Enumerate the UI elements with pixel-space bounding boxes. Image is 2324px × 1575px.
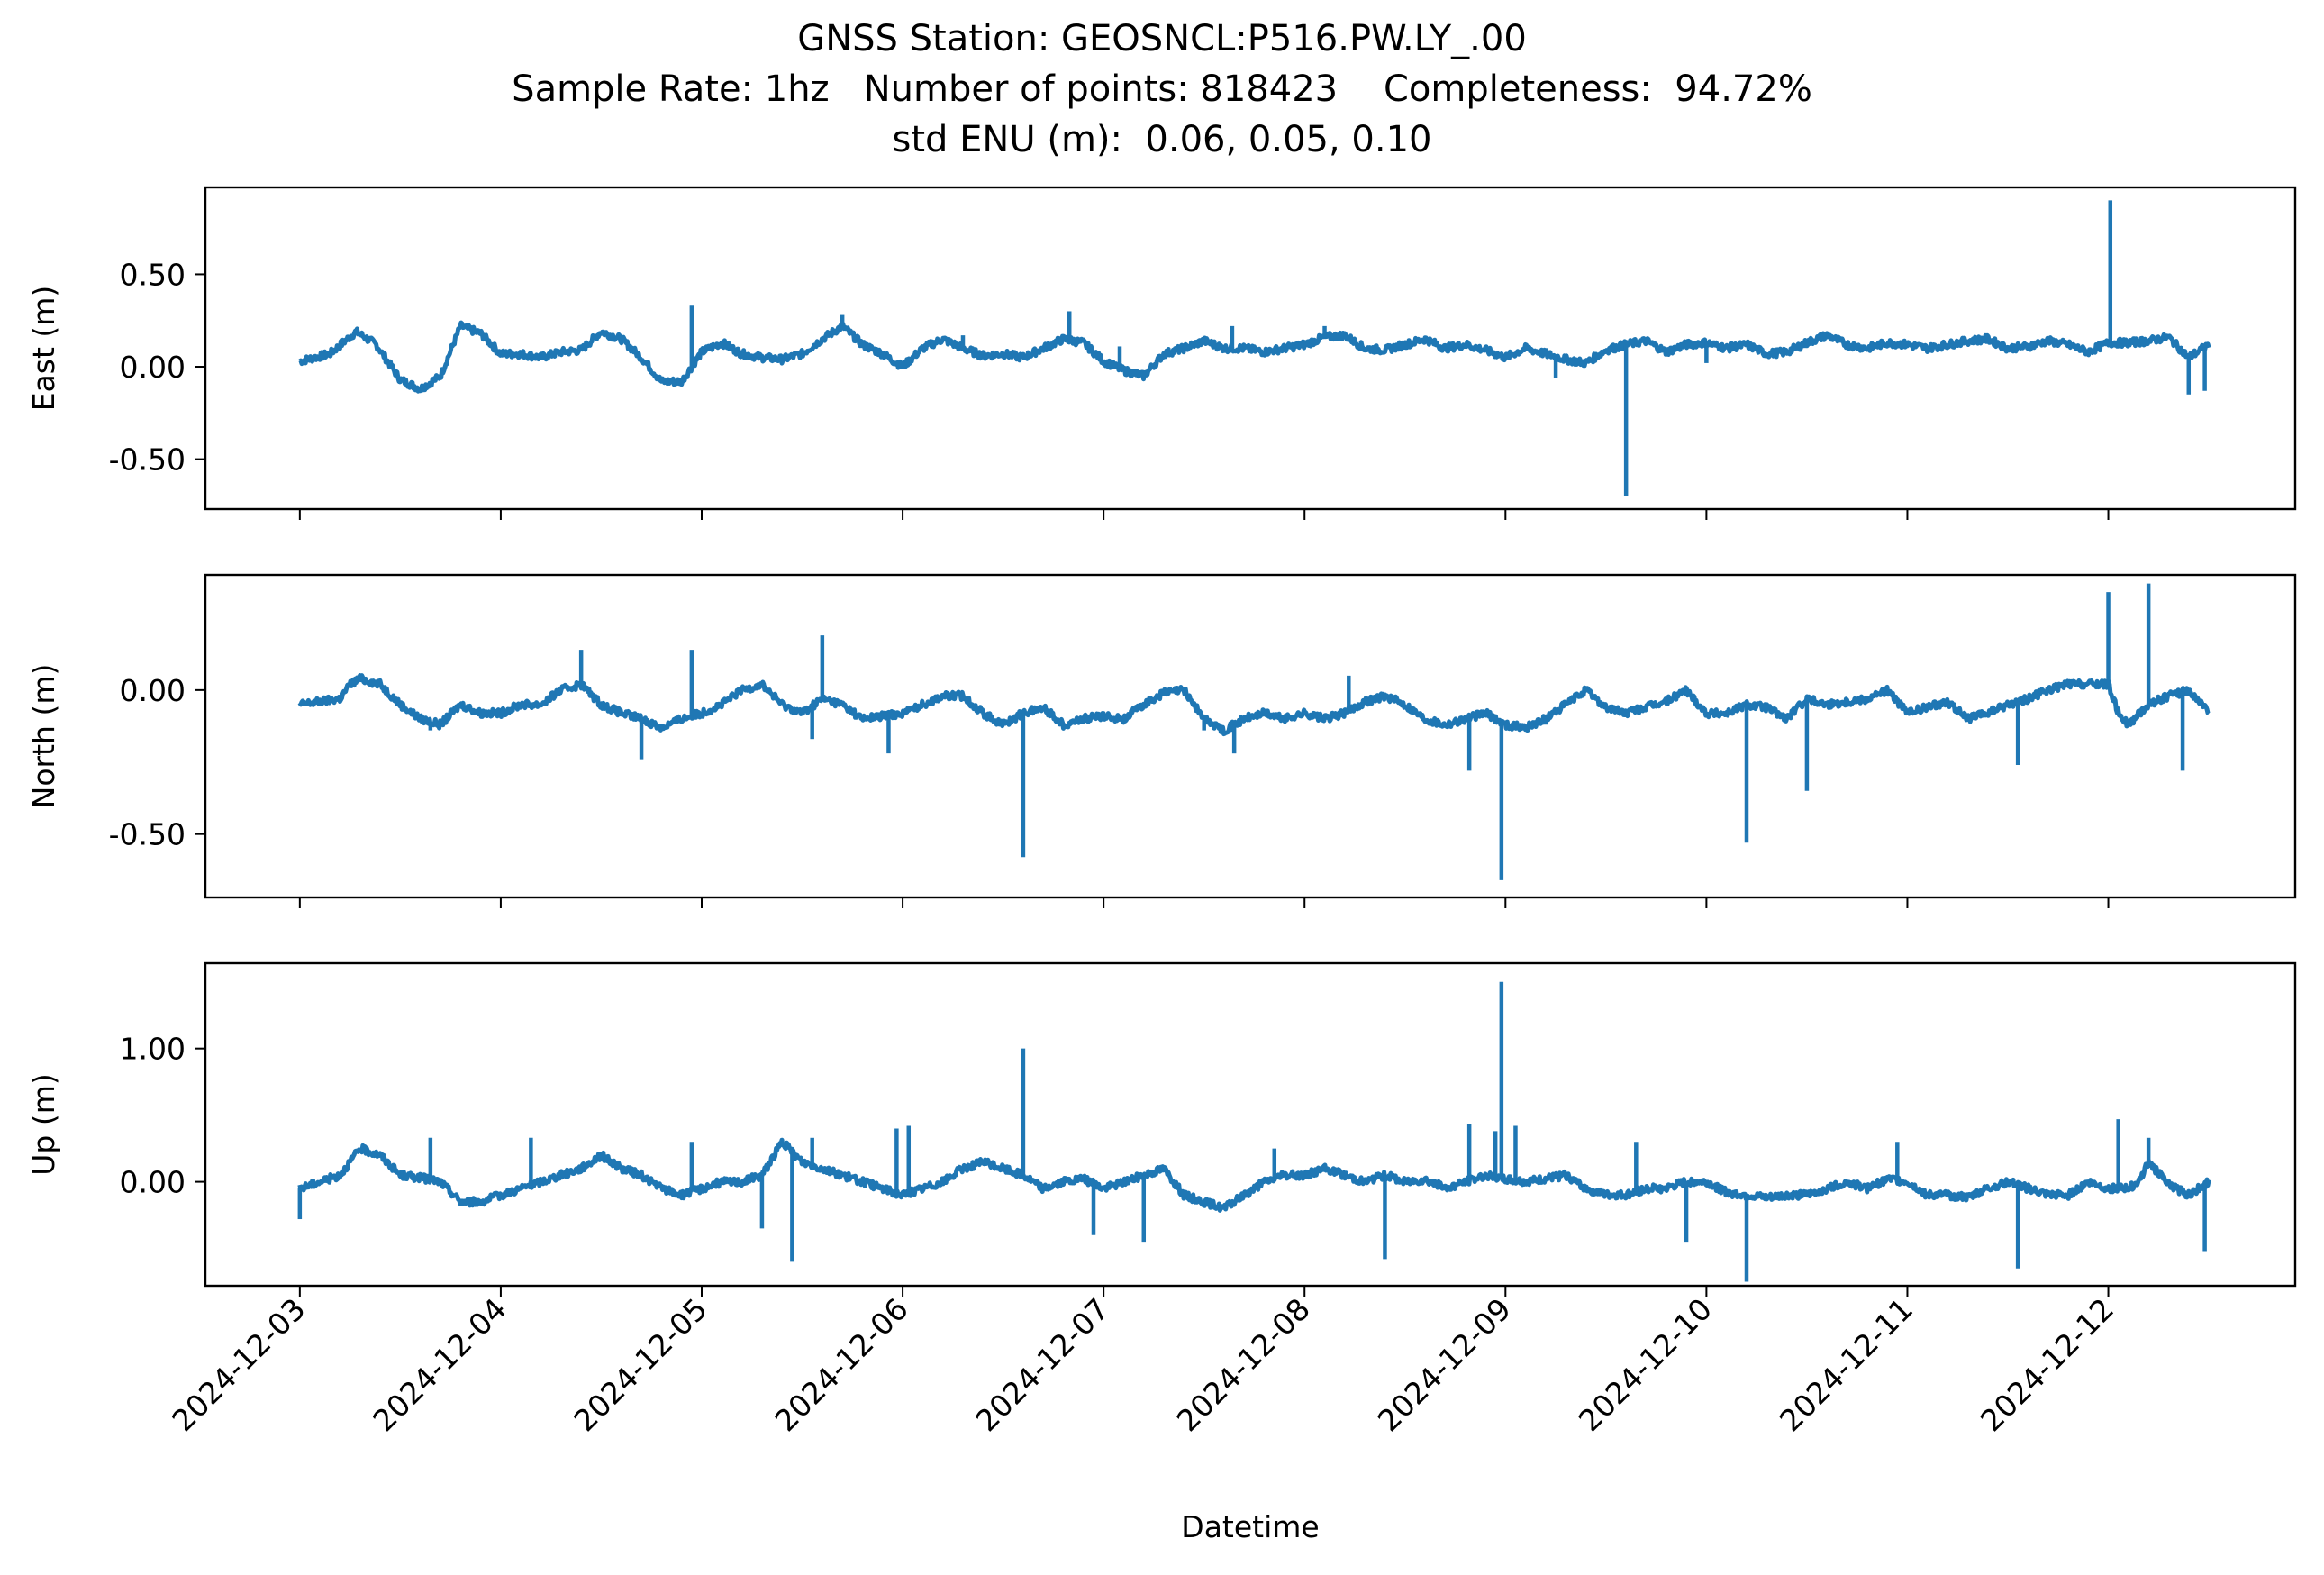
x-tick-label-8: 2024-12-11 (1773, 1291, 1920, 1438)
chart-title-line-2: Sample Rate: 1hz Number of points: 81842… (512, 68, 1812, 110)
north-y-axis-label: North (m) (26, 664, 61, 809)
north-y-tick-label-1: -0.50 (109, 817, 186, 852)
x-tick-label-5: 2024-12-08 (1170, 1291, 1317, 1438)
x-axis-label: Datetime (1181, 1509, 1319, 1544)
x-tick-label-9: 2024-12-12 (1974, 1291, 2120, 1438)
x-tick-label-7: 2024-12-10 (1572, 1291, 1719, 1438)
east-y-axis-label: East (m) (26, 286, 61, 412)
x-tick-label-0: 2024-12-03 (165, 1291, 312, 1438)
chart-title-line-1: GNSS Station: GEOSNCL:P516.PW.LY_.00 (797, 18, 1527, 59)
east-y-tick-label-0: 0.50 (120, 257, 186, 292)
east-y-tick-label-1: 0.00 (120, 350, 186, 385)
x-tick-label-1: 2024-12-04 (366, 1291, 513, 1438)
subplots: 0.50 0.00 -0.50 East (m) 0.00 -0.50 North (m) 1… (26, 186, 2297, 1297)
x-tick-label-4: 2024-12-07 (969, 1291, 1116, 1438)
north-y-tick-label-0: 0.00 (120, 673, 186, 708)
x-tick-label-6: 2024-12-09 (1371, 1291, 1518, 1438)
subplot-up: 1.00 0.00 Up (m) (26, 961, 2297, 1297)
chart-title-line-3: std ENU (m): 0.06, 0.05, 0.10 (893, 119, 1432, 160)
up-series-line (297, 1137, 2211, 1213)
x-tick-label-3: 2024-12-06 (768, 1291, 915, 1438)
east-y-tick-label-2: -0.50 (109, 442, 186, 478)
x-axis-ticks: 2024-12-03 2024-12-04 2024-12-05 2024-12-06… (165, 1291, 2120, 1438)
north-axes-frame (204, 573, 2297, 899)
east-series-line (298, 320, 2211, 394)
up-axes-frame (204, 961, 2297, 1288)
north-series-line (297, 673, 2211, 737)
subplot-north: 0.00 -0.50 North (m) (26, 573, 2297, 908)
east-axes-frame (204, 186, 2297, 511)
x-tick-label-2: 2024-12-05 (567, 1291, 713, 1438)
up-y-tick-label-1: 0.00 (120, 1165, 186, 1200)
up-y-axis-label: Up (m) (26, 1073, 61, 1176)
up-y-tick-label-0: 1.00 (120, 1032, 186, 1067)
subplot-east: 0.50 0.00 -0.50 East (m) (26, 186, 2297, 520)
